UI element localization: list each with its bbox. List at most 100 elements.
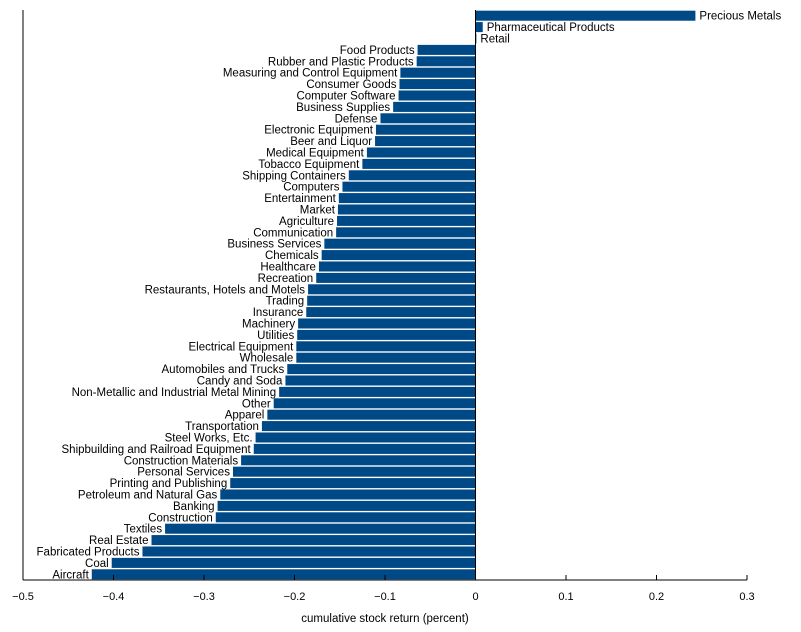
category-label: Entertainment: [264, 193, 336, 205]
category-label: Food Products: [340, 45, 415, 57]
category-label: Construction: [148, 512, 213, 524]
bar: [342, 181, 476, 192]
category-label: Computers: [283, 182, 339, 194]
category-label: Shipping Containers: [242, 170, 346, 182]
category-label: Non-Metallic and Industrial Metal Mining: [72, 387, 277, 399]
bar: [336, 227, 476, 238]
bar: [296, 352, 476, 363]
category-label: Tobacco Equipment: [258, 159, 360, 171]
bar: [417, 44, 476, 55]
category-label: Construction Materials: [124, 455, 239, 467]
category-label: Candy and Soda: [197, 376, 283, 388]
category-label: Precious Metals: [699, 11, 781, 23]
bar: [91, 569, 476, 580]
bar: [267, 409, 476, 420]
bar: [215, 512, 476, 523]
bar: [375, 124, 476, 135]
x-tick-label: 0.1: [558, 591, 573, 603]
bar: [217, 500, 476, 511]
category-label: Machinery: [242, 319, 295, 331]
category-label: Textiles: [124, 524, 163, 536]
bar: [296, 341, 476, 352]
bar: [142, 546, 476, 557]
x-axis-title: cumulative stock return (percent): [301, 613, 469, 625]
category-label: Business Services: [227, 239, 321, 251]
bar: [297, 329, 476, 340]
bar: [366, 147, 476, 158]
bar: [151, 535, 476, 546]
bar: [399, 79, 476, 90]
bar: [165, 523, 476, 534]
bar: [393, 101, 476, 112]
category-label: Agriculture: [279, 216, 334, 228]
category-label: Defense: [335, 113, 378, 125]
bar: [380, 113, 476, 124]
bar: [316, 272, 476, 283]
x-tick-label: −0.5: [12, 591, 34, 603]
category-label: Business Supplies: [296, 102, 390, 114]
category-label: Measuring and Control Equipment: [223, 68, 398, 80]
bar: [338, 193, 476, 204]
category-label: Other: [242, 398, 271, 410]
bar: [324, 238, 476, 249]
bar: [362, 158, 476, 169]
bar: [273, 398, 476, 409]
category-label: Automobiles and Trucks: [162, 364, 285, 376]
category-label: Petroleum and Natural Gas: [78, 490, 218, 502]
category-label: Utilities: [257, 330, 294, 342]
category-label: Recreation: [258, 273, 314, 285]
bar: [337, 215, 476, 226]
bar: [306, 307, 476, 318]
bar: [307, 295, 476, 306]
category-label: Retail: [480, 34, 509, 46]
bar: [241, 455, 476, 466]
bar: [261, 421, 476, 432]
bar: [232, 466, 476, 477]
category-label: Beer and Liquor: [290, 136, 372, 148]
bar: [400, 67, 476, 78]
bars-group: [91, 10, 696, 580]
bar: [230, 478, 476, 489]
category-label: Restaurants, Hotels and Motels: [145, 284, 306, 296]
bar: [279, 386, 476, 397]
x-ticks-group: −0.5 −0.4 −0.3 −0.2 −0.1 0 0.1 0.2 0.3: [12, 575, 755, 603]
bar: [287, 364, 476, 375]
category-label: Consumer Goods: [306, 79, 396, 91]
x-tick-label: −0.3: [193, 591, 215, 603]
category-label: Rubber and Plastic Products: [268, 56, 414, 68]
category-label: Real Estate: [89, 535, 148, 547]
bar: [398, 90, 476, 101]
category-label: Apparel: [225, 410, 265, 422]
x-tick-label: −0.4: [103, 591, 125, 603]
category-label: Trading: [266, 296, 305, 308]
category-label: Coal: [85, 558, 109, 570]
bar: [298, 318, 476, 329]
category-label: Pharmaceutical Products: [487, 22, 615, 34]
bar: [308, 284, 476, 295]
bar: [416, 56, 476, 67]
category-label: Transportation: [185, 421, 259, 433]
bar: [285, 375, 476, 386]
category-label: Medical Equipment: [266, 148, 365, 160]
category-label: Steel Works, Etc.: [165, 433, 253, 445]
category-label: Fabricated Products: [37, 547, 140, 559]
category-label: Shipbuilding and Railroad Equipment: [62, 444, 252, 456]
bar: [220, 489, 476, 500]
category-label: Computer Software: [296, 91, 395, 103]
bar: [475, 22, 483, 33]
bar: [318, 261, 476, 272]
category-label: Insurance: [253, 307, 304, 319]
bar: [255, 432, 476, 443]
bar: [111, 557, 476, 568]
category-label: Aircraft: [52, 569, 89, 581]
category-label: Electrical Equipment: [188, 341, 294, 353]
bar: [253, 443, 476, 454]
category-label: Electronic Equipment: [264, 125, 373, 137]
category-label: Printing and Publishing: [110, 478, 228, 490]
x-tick-label: 0: [472, 591, 478, 603]
x-tick-label: −0.2: [284, 591, 306, 603]
category-label: Market: [300, 205, 336, 217]
x-tick-label: −0.1: [374, 591, 396, 603]
